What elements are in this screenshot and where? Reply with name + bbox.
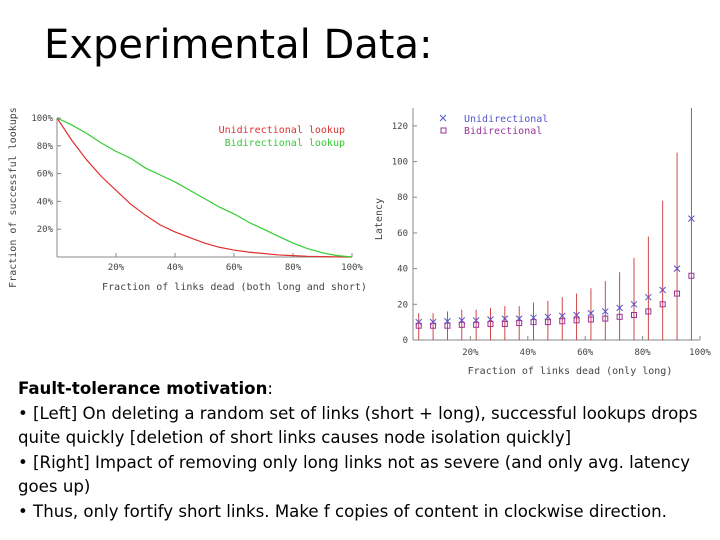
- bidirectional-point: [516, 320, 523, 327]
- bullet-right: • [Right] Impact of removing only long l…: [18, 452, 691, 497]
- unidirectional-point: [587, 309, 595, 317]
- legend-label-unidirectional: Unidirectional: [464, 114, 548, 125]
- y-tick-label: 20%: [37, 225, 54, 235]
- bidirectional-point: [688, 272, 695, 279]
- x-tick-label: 60%: [226, 263, 243, 273]
- bidirectional-point: [559, 318, 566, 325]
- y-axis-label: Latency: [374, 198, 385, 240]
- legend-label-1: Bidirectional lookup: [225, 138, 345, 149]
- y-tick-label: 60%: [37, 170, 54, 180]
- unidirectional-point: [673, 265, 681, 272]
- x-tick-label: 20%: [108, 263, 125, 273]
- unidirectional-point: [530, 314, 537, 322]
- x-axis-label: Fraction of links dead (both long and sh…: [102, 282, 367, 293]
- bidirectional-point: [487, 320, 494, 327]
- y-tick-label: 100%: [31, 114, 53, 124]
- legend-marker-unidirectional: [439, 114, 447, 122]
- unidirectional-point: [458, 317, 466, 324]
- bidirectional-point: [674, 290, 681, 297]
- unidirectional-point: [429, 318, 437, 326]
- series-line-0: [56, 117, 353, 258]
- unidirectional-point: [630, 300, 638, 308]
- unidirectional-point: [558, 312, 566, 320]
- bidirectional-point: [659, 301, 666, 308]
- heading: Fault-tolerance motivation: [18, 379, 268, 398]
- unidirectional-point: [515, 315, 523, 322]
- bidirectional-point: [473, 321, 480, 328]
- bidirectional-point: [602, 315, 609, 322]
- x-tick-label: 80%: [634, 348, 651, 358]
- bidirectional-point: [458, 321, 465, 328]
- unidirectional-point: [444, 317, 451, 325]
- slide-body: Fault-tolerance motivation: • [Left] On …: [18, 377, 708, 524]
- bidirectional-point: [444, 322, 451, 329]
- y-tick-label: 20: [397, 300, 408, 310]
- x-tick-label: 100%: [689, 348, 711, 358]
- bidirectional-point: [430, 322, 437, 329]
- bidirectional-point: [630, 312, 637, 319]
- y-tick-label: 40: [397, 265, 408, 275]
- x-axis-label: Fraction of links dead (only long): [468, 366, 673, 377]
- unidirectional-point: [573, 311, 580, 319]
- bidirectional-point: [544, 319, 551, 326]
- unidirectional-point: [472, 317, 480, 324]
- bidirectional-point: [530, 319, 537, 326]
- unidirectional-point: [601, 308, 609, 315]
- bidirectional-point: [587, 316, 594, 323]
- heading-line: Fault-tolerance motivation:: [18, 377, 708, 402]
- y-tick-label: 120: [392, 122, 408, 132]
- bidirectional-point: [501, 320, 508, 327]
- y-tick-label: 100: [392, 158, 408, 168]
- legend-label-bidirectional: Bidirectional: [464, 126, 542, 137]
- bidirectional-point: [573, 317, 580, 324]
- unidirectional-point: [544, 313, 552, 321]
- x-tick-label: 40%: [167, 263, 184, 273]
- bidirectional-point: [616, 313, 623, 320]
- unidirectional-point: [501, 315, 509, 322]
- y-tick-label: 60: [397, 229, 408, 239]
- series-line-1: [56, 117, 353, 258]
- unidirectional-point: [616, 304, 623, 312]
- y-tick-label: 80: [397, 193, 408, 203]
- heading-suffix: :: [267, 379, 273, 398]
- y-tick-label: 80%: [37, 142, 54, 152]
- y-tick-label: 0: [403, 336, 408, 346]
- bidirectional-point: [415, 322, 422, 329]
- x-tick-label: 100%: [341, 263, 363, 273]
- x-tick-label: 80%: [285, 263, 302, 273]
- unidirectional-point: [644, 293, 652, 301]
- unidirectional-point: [487, 316, 494, 323]
- x-tick-label: 60%: [577, 348, 594, 358]
- bullet-left: • [Left] On deleting a random set of lin…: [18, 403, 698, 448]
- unidirectional-point: [415, 318, 423, 326]
- legend-label-0: Unidirectional lookup: [219, 125, 345, 136]
- unidirectional-point: [688, 215, 695, 222]
- slide-title: Experimental Data:: [44, 22, 433, 68]
- x-tick-label: 20%: [462, 348, 479, 358]
- x-tick-label: 40%: [520, 348, 537, 358]
- bidirectional-point: [645, 308, 652, 315]
- y-axis-label: Fraction of successful lookups: [8, 107, 19, 288]
- bullet-thus: • Thus, only fortify short links. Make f…: [18, 501, 667, 521]
- unidirectional-point: [659, 286, 667, 294]
- legend-marker-bidirectional: [440, 127, 447, 134]
- y-tick-label: 40%: [37, 197, 54, 207]
